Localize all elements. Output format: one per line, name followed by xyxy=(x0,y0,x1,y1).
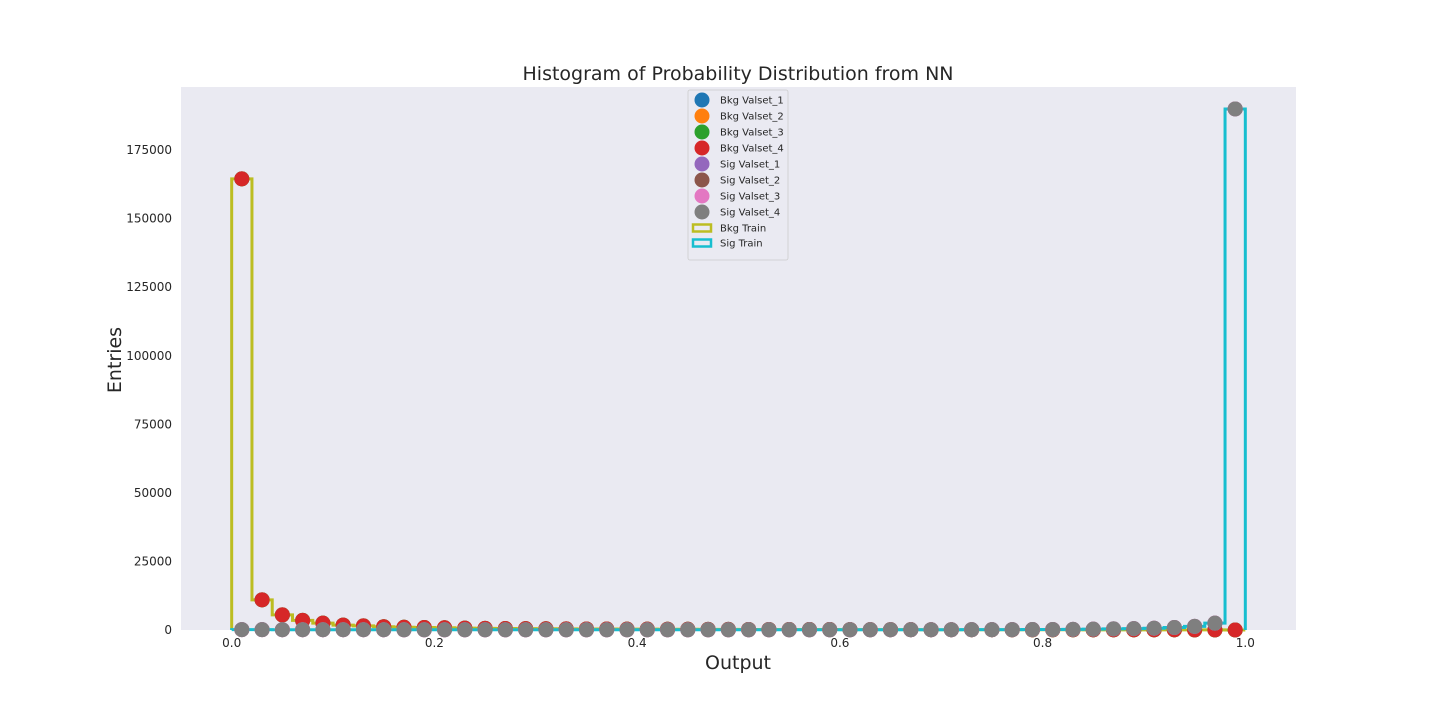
marker-sig-valset-4 xyxy=(862,622,878,638)
marker-sig-valset-4 xyxy=(720,622,736,638)
y-tick-label: 0 xyxy=(164,623,172,637)
x-tick-label: 1.0 xyxy=(1236,636,1255,650)
marker-sig-valset-4 xyxy=(883,622,899,638)
marker-sig-valset-4 xyxy=(518,622,534,638)
legend-swatch-sig-train xyxy=(691,238,713,248)
legend: Bkg Valset_1 Bkg Valset_2 Bkg Valset_3 Bkg … xyxy=(687,89,789,261)
marker-sig-valset-4 xyxy=(234,622,250,638)
marker-sig-valset-4 xyxy=(842,622,858,638)
marker-sig-valset-4 xyxy=(538,622,554,638)
marker-sig-valset-4 xyxy=(903,622,919,638)
legend-marker-sig-valset-1 xyxy=(694,156,710,172)
legend-label-sig-valset-4: Sig Valset_4 xyxy=(720,208,780,219)
marker-sig-valset-4 xyxy=(376,622,392,638)
legend-label-bkg-valset-2: Bkg Valset_2 xyxy=(720,112,784,123)
marker-sig-valset-4 xyxy=(1166,620,1182,636)
x-tick-label: 0.2 xyxy=(425,636,444,650)
marker-sig-valset-4 xyxy=(599,622,615,638)
x-axis-label: Output xyxy=(705,652,771,674)
legend-label-sig-train: Sig Train xyxy=(720,239,763,250)
marker-sig-valset-4 xyxy=(639,622,655,638)
marker-sig-valset-4 xyxy=(497,622,513,638)
marker-sig-valset-4 xyxy=(1146,620,1162,636)
marker-sig-valset-4 xyxy=(1207,615,1223,631)
marker-sig-valset-4 xyxy=(396,622,412,638)
marker-bkg-valset-4 xyxy=(254,592,270,608)
marker-sig-valset-4 xyxy=(801,622,817,638)
marker-sig-valset-4 xyxy=(741,622,757,638)
legend-marker-bkg-valset-1 xyxy=(694,92,710,108)
marker-sig-valset-4 xyxy=(1227,101,1243,117)
legend-label-sig-valset-3: Sig Valset_3 xyxy=(720,192,780,203)
marker-sig-valset-4 xyxy=(1187,618,1203,634)
valset-markers xyxy=(234,101,1243,638)
y-tick-label: 50000 xyxy=(134,486,172,500)
marker-sig-valset-4 xyxy=(578,622,594,638)
y-tick-label: 125000 xyxy=(126,280,172,294)
marker-sig-valset-4 xyxy=(700,622,716,638)
marker-sig-valset-4 xyxy=(984,622,1000,638)
marker-sig-valset-4 xyxy=(315,622,331,638)
marker-sig-valset-4 xyxy=(416,622,432,638)
marker-sig-valset-4 xyxy=(558,622,574,638)
marker-sig-valset-4 xyxy=(437,622,453,638)
legend-label-bkg-train: Bkg Train xyxy=(720,224,766,235)
legend-marker-bkg-valset-3 xyxy=(694,124,710,140)
marker-bkg-valset-4 xyxy=(1227,622,1243,638)
y-tick-label: 100000 xyxy=(126,349,172,363)
y-axis-ticks: 0 25000 50000 75000 100000 125000 150000 175000 xyxy=(126,143,172,637)
marker-sig-valset-4 xyxy=(1045,621,1061,637)
marker-sig-valset-4 xyxy=(1126,621,1142,637)
marker-sig-valset-4 xyxy=(477,622,493,638)
x-tick-label: 0.0 xyxy=(222,636,241,650)
marker-sig-valset-4 xyxy=(254,622,270,638)
y-axis-label: Entries xyxy=(104,327,126,393)
marker-sig-valset-4 xyxy=(781,622,797,638)
marker-sig-valset-4 xyxy=(660,622,676,638)
legend-marker-sig-valset-3 xyxy=(694,188,710,204)
legend-label-sig-valset-2: Sig Valset_2 xyxy=(720,176,780,187)
x-axis-ticks: 0.0 0.2 0.4 0.6 0.8 1.0 xyxy=(222,636,1255,650)
marker-sig-valset-4 xyxy=(1024,622,1040,638)
y-tick-label: 75000 xyxy=(134,417,172,431)
legend-label-bkg-valset-4: Bkg Valset_4 xyxy=(720,144,784,155)
legend-swatch-bkg-train xyxy=(691,223,713,233)
legend-label-sig-valset-1: Sig Valset_1 xyxy=(720,160,780,171)
marker-sig-valset-4 xyxy=(274,622,290,638)
x-tick-label: 0.8 xyxy=(1033,636,1052,650)
marker-bkg-valset-4 xyxy=(234,171,250,187)
legend-marker-bkg-valset-2 xyxy=(694,108,710,124)
marker-sig-valset-4 xyxy=(1004,622,1020,638)
marker-sig-valset-4 xyxy=(964,622,980,638)
y-tick-label: 175000 xyxy=(126,143,172,157)
marker-sig-valset-4 xyxy=(335,622,351,638)
marker-sig-valset-4 xyxy=(761,622,777,638)
legend-label-bkg-valset-3: Bkg Valset_3 xyxy=(720,128,784,139)
marker-sig-valset-4 xyxy=(295,622,311,638)
marker-sig-valset-4 xyxy=(355,622,371,638)
legend-marker-sig-valset-4 xyxy=(694,204,710,220)
marker-sig-valset-4 xyxy=(680,622,696,638)
marker-sig-valset-4 xyxy=(1085,621,1101,637)
legend-box xyxy=(687,89,789,261)
chart-title: Histogram of Probability Distribution fr… xyxy=(523,63,954,85)
y-tick-label: 150000 xyxy=(126,212,172,226)
legend-marker-sig-valset-2 xyxy=(694,172,710,188)
marker-sig-valset-4 xyxy=(619,622,635,638)
y-tick-label: 25000 xyxy=(134,554,172,568)
x-tick-label: 0.4 xyxy=(628,636,647,650)
marker-sig-valset-4 xyxy=(822,622,838,638)
legend-marker-bkg-valset-4 xyxy=(694,140,710,156)
marker-bkg-valset-4 xyxy=(274,607,290,623)
marker-sig-valset-4 xyxy=(943,622,959,638)
x-tick-label: 0.6 xyxy=(830,636,849,650)
legend-label-bkg-valset-1: Bkg Valset_1 xyxy=(720,96,784,107)
marker-sig-valset-4 xyxy=(457,622,473,638)
marker-sig-valset-4 xyxy=(1106,621,1122,637)
marker-sig-valset-4 xyxy=(1065,621,1081,637)
marker-sig-valset-4 xyxy=(923,622,939,638)
